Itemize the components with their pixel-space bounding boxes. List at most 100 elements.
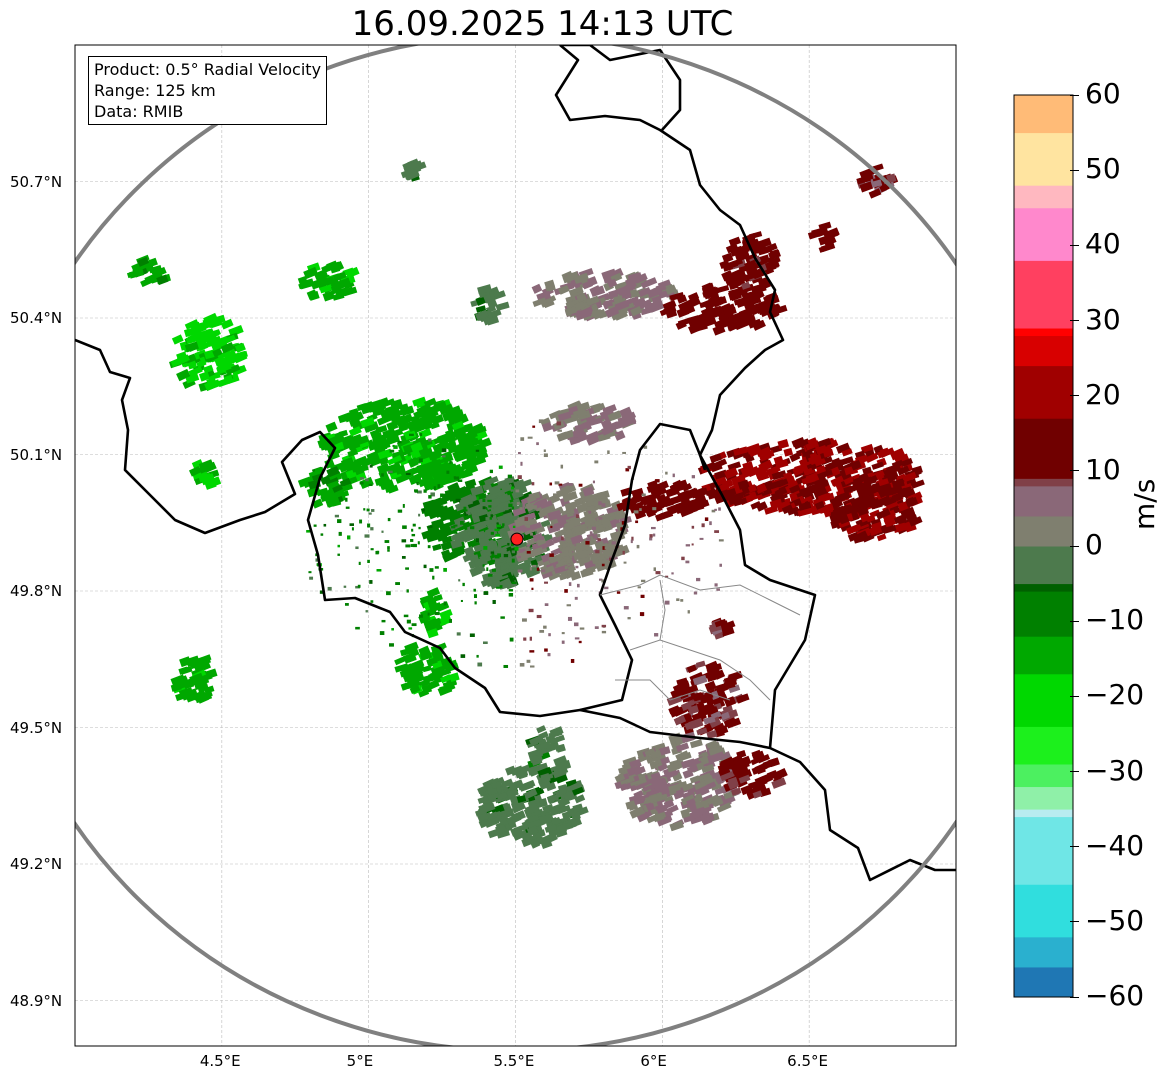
map-frame bbox=[74, 44, 957, 1047]
clutter-pixel bbox=[508, 503, 513, 508]
clutter-pixel bbox=[393, 445, 398, 449]
clutter-pixel bbox=[627, 617, 631, 620]
clutter-pixel bbox=[368, 483, 373, 487]
clutter-pixel bbox=[655, 479, 660, 483]
colorbar-tick-label: −20 bbox=[1070, 678, 1144, 711]
clutter-pixel bbox=[313, 524, 317, 527]
clutter-pixel bbox=[338, 531, 342, 536]
clutter-pixel bbox=[476, 654, 479, 658]
clutter-pixel bbox=[587, 510, 592, 514]
colorbar-tick-label: −60 bbox=[1070, 979, 1144, 1012]
clutter-pixel bbox=[641, 493, 646, 497]
colorbar-tick-label: −40 bbox=[1070, 829, 1144, 862]
clutter-pixel bbox=[441, 448, 447, 453]
echo-cell bbox=[170, 654, 218, 704]
clutter-pixel bbox=[630, 539, 633, 544]
clutter-pixel bbox=[685, 560, 690, 564]
border-line bbox=[554, 45, 817, 749]
clutter-pixel bbox=[602, 539, 606, 543]
clutter-pixel bbox=[531, 587, 534, 590]
clutter-pixel bbox=[696, 577, 701, 582]
echo-cell bbox=[188, 459, 222, 490]
clutter-pixel bbox=[477, 662, 483, 667]
echo-cell bbox=[475, 761, 589, 850]
echo-cell bbox=[317, 396, 492, 494]
clutter-pixel bbox=[561, 536, 564, 541]
echo-cell bbox=[126, 254, 171, 288]
echo-cell bbox=[525, 725, 572, 784]
clutter-pixel bbox=[432, 575, 435, 580]
clutter-pixel bbox=[401, 539, 407, 543]
clutter-pixel bbox=[701, 523, 705, 528]
clutter-pixel bbox=[468, 556, 472, 561]
x-tick-label: 4.5°E bbox=[199, 1052, 241, 1070]
clutter-pixel bbox=[640, 579, 646, 583]
clutter-pixel bbox=[558, 524, 562, 528]
clutter-pixel bbox=[405, 567, 409, 570]
clutter-pixel bbox=[575, 514, 580, 518]
clutter-pixel bbox=[589, 531, 593, 534]
clutter-pixel bbox=[679, 505, 683, 510]
clutter-pixel bbox=[405, 544, 411, 548]
region-border bbox=[615, 679, 731, 701]
clutter-pixel bbox=[410, 544, 413, 548]
clutter-pixel bbox=[511, 581, 517, 585]
clutter-pixel bbox=[714, 583, 718, 587]
colorbar-segment bbox=[1014, 185, 1073, 209]
clutter-pixel bbox=[654, 633, 659, 637]
clutter-pixel bbox=[598, 501, 602, 506]
clutter-pixel bbox=[574, 637, 580, 640]
clutter-pixel bbox=[402, 503, 405, 508]
clutter-pixel bbox=[491, 559, 496, 563]
clutter-pixel bbox=[643, 445, 648, 449]
clutter-pixel bbox=[469, 526, 475, 530]
clutter-pixel bbox=[665, 471, 668, 475]
clutter-pixel bbox=[604, 546, 610, 550]
clutter-pixel bbox=[436, 654, 439, 657]
colorbar-tick-label: −30 bbox=[1070, 754, 1144, 787]
clutter-pixel bbox=[387, 470, 393, 473]
clutter-pixel bbox=[568, 483, 573, 486]
clutter-pixel bbox=[519, 663, 525, 667]
clutter-pixel bbox=[664, 600, 670, 605]
clutter-pixel bbox=[397, 509, 403, 513]
clutter-pixel bbox=[578, 531, 582, 536]
clutter-pixel bbox=[533, 505, 537, 509]
clutter-pixel bbox=[482, 498, 486, 502]
y-tick-label: 50.4°N bbox=[10, 309, 63, 327]
clutter-pixel bbox=[513, 479, 517, 482]
clutter-pixel bbox=[718, 507, 721, 511]
clutter-pixel bbox=[511, 506, 515, 510]
clutter-pixel bbox=[414, 489, 418, 493]
border-line bbox=[579, 422, 707, 712]
clutter-pixel bbox=[601, 503, 606, 508]
clutter-pixel bbox=[529, 636, 533, 641]
clutter-pixel bbox=[406, 619, 411, 624]
clutter-pixel bbox=[539, 629, 545, 633]
clutter-pixel bbox=[473, 588, 476, 592]
clutter-pixel bbox=[387, 549, 390, 552]
clutter-pixel bbox=[405, 472, 411, 475]
clutter-pixel bbox=[527, 436, 533, 439]
colorbar-segment bbox=[1014, 207, 1073, 261]
clutter-pixel bbox=[371, 509, 375, 512]
clutter-pixel bbox=[586, 537, 591, 541]
x-tick-label: 6°E bbox=[640, 1052, 667, 1070]
echo-cell bbox=[856, 163, 899, 199]
clutter-pixel bbox=[337, 553, 340, 556]
clutter-pixel bbox=[602, 546, 607, 550]
clutter-pixel bbox=[427, 612, 430, 616]
clutter-pixel bbox=[419, 433, 423, 437]
clutter-pixel bbox=[511, 550, 516, 554]
clutter-pixel bbox=[430, 492, 435, 497]
clutter-pixel bbox=[508, 589, 514, 592]
colorbar-segment bbox=[1014, 816, 1073, 885]
clutter-pixel bbox=[359, 519, 363, 524]
colorbar-tick-label: 40 bbox=[1070, 227, 1121, 260]
colorbar-segment bbox=[1014, 884, 1073, 938]
colorbar-tick-label: 20 bbox=[1070, 378, 1121, 411]
clutter-pixel bbox=[476, 496, 479, 501]
clutter-pixel bbox=[431, 499, 437, 503]
clutter-pixel bbox=[680, 599, 684, 602]
clutter-pixel bbox=[482, 564, 485, 567]
